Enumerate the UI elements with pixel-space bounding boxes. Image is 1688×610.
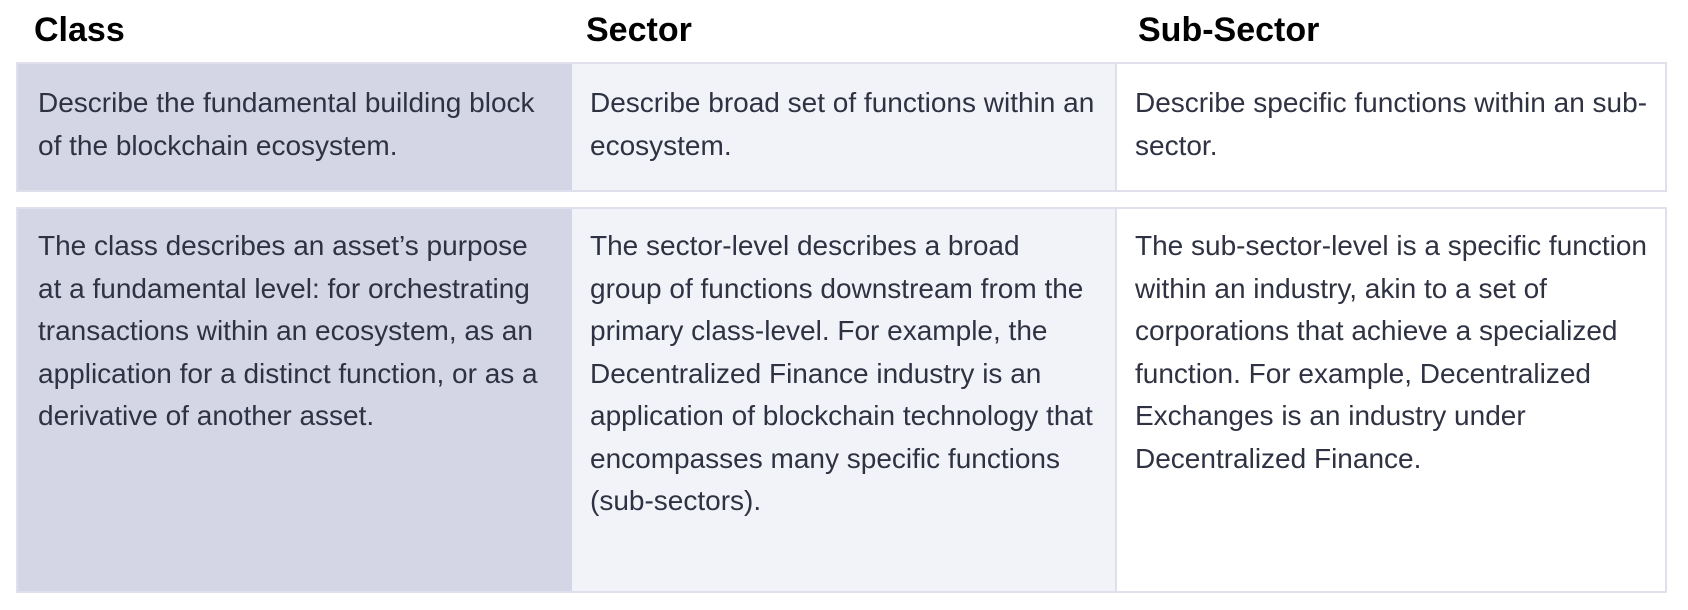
sub-sector-cell: Describe specific functions within an su… bbox=[1117, 64, 1665, 190]
header-sub-sector: Sub-Sector bbox=[1138, 11, 1320, 49]
sector-cell: Describe broad set of functions within a… bbox=[572, 64, 1117, 190]
table-row: Describe the fundamental building block … bbox=[16, 62, 1667, 192]
sector-cell: The sector-level describes a broad group… bbox=[572, 209, 1117, 591]
class-cell: The class describes an asset’s purpose a… bbox=[18, 209, 572, 591]
class-cell: Describe the fundamental building block … bbox=[18, 64, 572, 190]
table-header: Class Sector Sub-Sector bbox=[0, 8, 1688, 56]
header-sector: Sector bbox=[586, 11, 692, 49]
sub-sector-cell: The sub-sector-level is a specific funct… bbox=[1117, 209, 1665, 591]
table-row: The class describes an asset’s purpose a… bbox=[16, 207, 1667, 593]
header-class: Class bbox=[34, 11, 125, 49]
